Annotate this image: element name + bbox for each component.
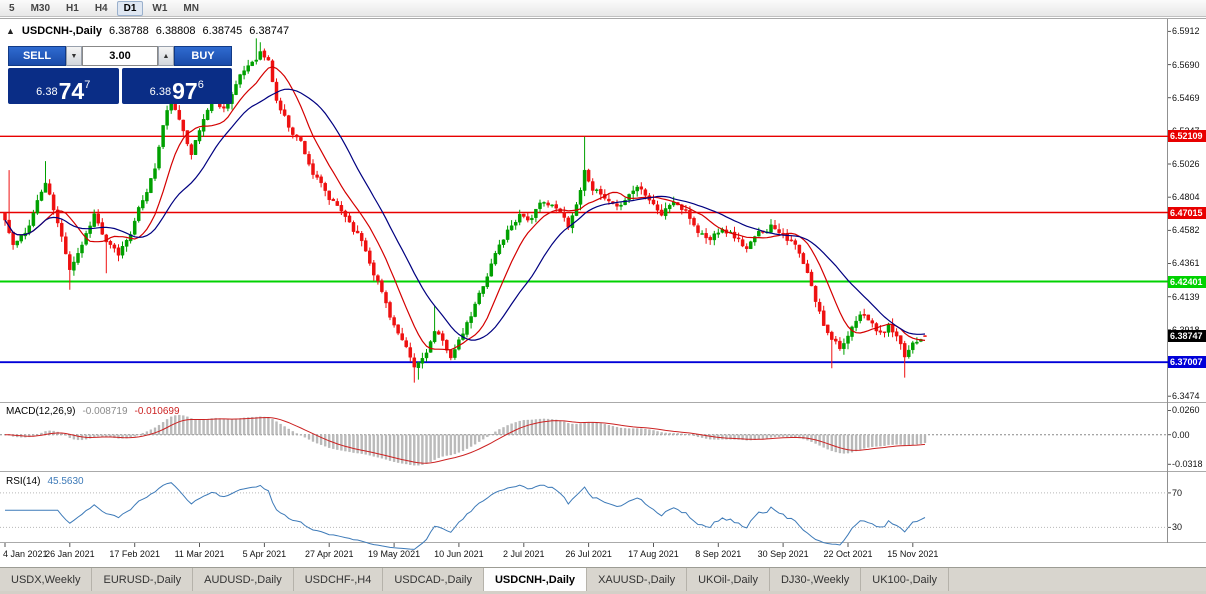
price-line-badge-6.47015: 6.47015 — [1168, 206, 1206, 219]
sell-price-big: 74 — [58, 78, 85, 104]
date-axis-tick: 26 Jul 2021 — [565, 549, 612, 559]
macd-axis-label: 0.0260 — [1172, 405, 1200, 416]
ma-fast-line[interactable] — [4, 66, 926, 351]
chart-tab-usdcad-daily[interactable]: USDCAD-,Daily — [383, 568, 484, 591]
ohlc-close: 6.38747 — [249, 25, 290, 37]
date-axis-tick: 17 Aug 2021 — [628, 549, 679, 559]
price-axis-tick: 6.5912 — [1172, 26, 1200, 37]
price-line-badge-6.37007: 6.37007 — [1168, 356, 1206, 369]
ohlc-low: 6.38745 — [202, 25, 243, 37]
down-candle-bodies — [3, 50, 927, 368]
macd-name: MACD(12,26,9) — [6, 406, 76, 417]
rsi-value: 45.5630 — [47, 476, 84, 487]
timeframe-toolbar: 5 M30 H1 H4 D1 W1 MN — [0, 0, 1206, 17]
price-line-badge-6.52109: 6.52109 — [1168, 130, 1206, 143]
timeframe-button-w1[interactable]: W1 — [152, 2, 168, 14]
chart-tab-dj30-weekly[interactable]: DJ30-,Weekly — [769, 568, 862, 591]
timeframe-button-d1[interactable]: D1 — [116, 0, 144, 16]
price-axis-tick: 6.3474 — [1172, 391, 1200, 402]
volume-decrease-button[interactable]: ▼ — [66, 46, 82, 66]
buy-button[interactable]: BUY — [174, 46, 232, 66]
window-bottom-strip — [0, 591, 1206, 594]
timeframe-button-h4[interactable]: H4 — [94, 2, 108, 14]
ohlc-open: 6.38788 — [109, 25, 149, 37]
price-axis-tick: 6.5026 — [1172, 158, 1200, 169]
price-axis-tick: 6.5690 — [1172, 59, 1200, 70]
ma-slow-line[interactable] — [4, 88, 926, 341]
sell-price-pip: 7 — [84, 79, 91, 91]
one-click-order-row: SELL ▼ ▲ BUY — [8, 46, 232, 66]
macd-main-value: -0.008719 — [82, 406, 128, 417]
date-axis-tick: 26 Jan 2021 — [45, 549, 95, 559]
timeframe-button-5[interactable]: 5 — [9, 2, 15, 14]
price-axis-tick: 6.4804 — [1172, 192, 1200, 203]
price-axis-tick: 6.4139 — [1172, 291, 1200, 302]
buy-price-big: 97 — [172, 78, 198, 104]
chart-tab-usdchf-h4[interactable]: USDCHF-,H4 — [293, 568, 384, 591]
macd-signal-line — [4, 416, 926, 464]
sell-price-prefix: 6.38 — [36, 86, 58, 98]
macd-signal-value: -0.010699 — [134, 406, 180, 417]
date-axis-tick: 4 Jan 2021 — [3, 549, 48, 559]
timeframe-button-mn[interactable]: MN — [183, 2, 199, 14]
chart-symbol-label: USDCNH-,Daily — [21, 25, 102, 37]
chart-tab-uk100-daily[interactable]: UK100-,Daily — [861, 568, 950, 591]
buy-price-prefix: 6.38 — [149, 86, 172, 98]
one-click-quote-row: 6.38 74 7 6.38 97 6 — [8, 68, 232, 104]
sell-quote-display[interactable]: 6.38 74 7 — [8, 68, 119, 104]
chart-tab-bar: USDX,Weekly EURUSD-,Daily AUDUSD-,Daily USD… — [0, 567, 1206, 591]
chart-background — [0, 18, 1206, 567]
buy-price-pip: 6 — [197, 79, 204, 91]
chart-tab-usdx-weekly[interactable]: USDX,Weekly — [0, 568, 93, 591]
date-axis-tick: 8 Sep 2021 — [695, 549, 742, 559]
ohlc-high: 6.38808 — [155, 25, 196, 37]
price-axis-tick: 6.5469 — [1172, 92, 1200, 103]
chart-tab-eurusd-daily[interactable]: EURUSD-,Daily — [92, 568, 194, 591]
date-axis-tick: 5 Apr 2021 — [242, 549, 287, 559]
chart-tab-usdcnh-daily[interactable]: USDCNH-,Daily — [483, 568, 588, 591]
macd-axis-label: -0.0318 — [1172, 459, 1203, 470]
price-axis-tick: 6.4582 — [1172, 225, 1200, 236]
rsi-level-label: 70 — [1172, 487, 1183, 498]
date-axis-tick: 15 Nov 2021 — [887, 549, 939, 559]
one-click-collapse-icon[interactable]: ▲ — [6, 26, 15, 36]
price-axis-tick: 6.3918 — [1172, 325, 1200, 335]
price-axis-tick: 6.4361 — [1172, 258, 1200, 269]
timeframe-button-h1[interactable]: H1 — [66, 2, 79, 14]
chart-tab-ukoil-daily[interactable]: UKOil-,Daily — [687, 568, 770, 591]
rsi-line — [5, 482, 926, 550]
volume-increase-button[interactable]: ▲ — [158, 46, 174, 66]
date-axis-tick: 22 Oct 2021 — [823, 549, 873, 559]
current-price-badge: 6.38747 — [1168, 330, 1206, 343]
volume-input[interactable] — [82, 46, 158, 66]
date-axis-tick: 30 Sep 2021 — [757, 549, 809, 559]
rsi-level-label: 30 — [1172, 522, 1183, 533]
chart-tab-audusd-daily[interactable]: AUDUSD-,Daily — [193, 568, 294, 591]
price-line-badge-6.42401: 6.42401 — [1168, 275, 1206, 288]
sell-button[interactable]: SELL — [8, 46, 66, 66]
date-axis-tick: 19 May 2021 — [368, 549, 421, 559]
rsi-indicator-label: RSI(14) 45.5630 — [6, 476, 84, 487]
one-click-trading-panel: SELL ▼ ▲ BUY 6.38 74 7 6.38 97 6 — [8, 46, 232, 104]
macd-indicator-label: MACD(12,26,9) -0.008719 -0.010699 — [6, 406, 180, 417]
date-axis-tick: 2 Jul 2021 — [502, 549, 545, 559]
chart-title: ▲ USDCNH-,Daily 6.38788 6.38808 6.38745 … — [6, 25, 289, 37]
date-axis-tick: 27 Apr 2021 — [304, 549, 354, 559]
chart-tab-xauusd-daily[interactable]: XAUUSD-,Daily — [587, 568, 688, 591]
date-axis-tick: 11 Mar 2021 — [174, 549, 225, 559]
rsi-name: RSI(14) — [6, 476, 41, 487]
date-axis-tick: 10 Jun 2021 — [434, 549, 484, 559]
macd-axis-label: 0.00 — [1172, 429, 1190, 440]
date-axis-tick: 17 Feb 2021 — [109, 549, 160, 559]
timeframe-button-m30[interactable]: M30 — [30, 2, 51, 14]
buy-quote-display[interactable]: 6.38 97 6 — [121, 68, 232, 104]
